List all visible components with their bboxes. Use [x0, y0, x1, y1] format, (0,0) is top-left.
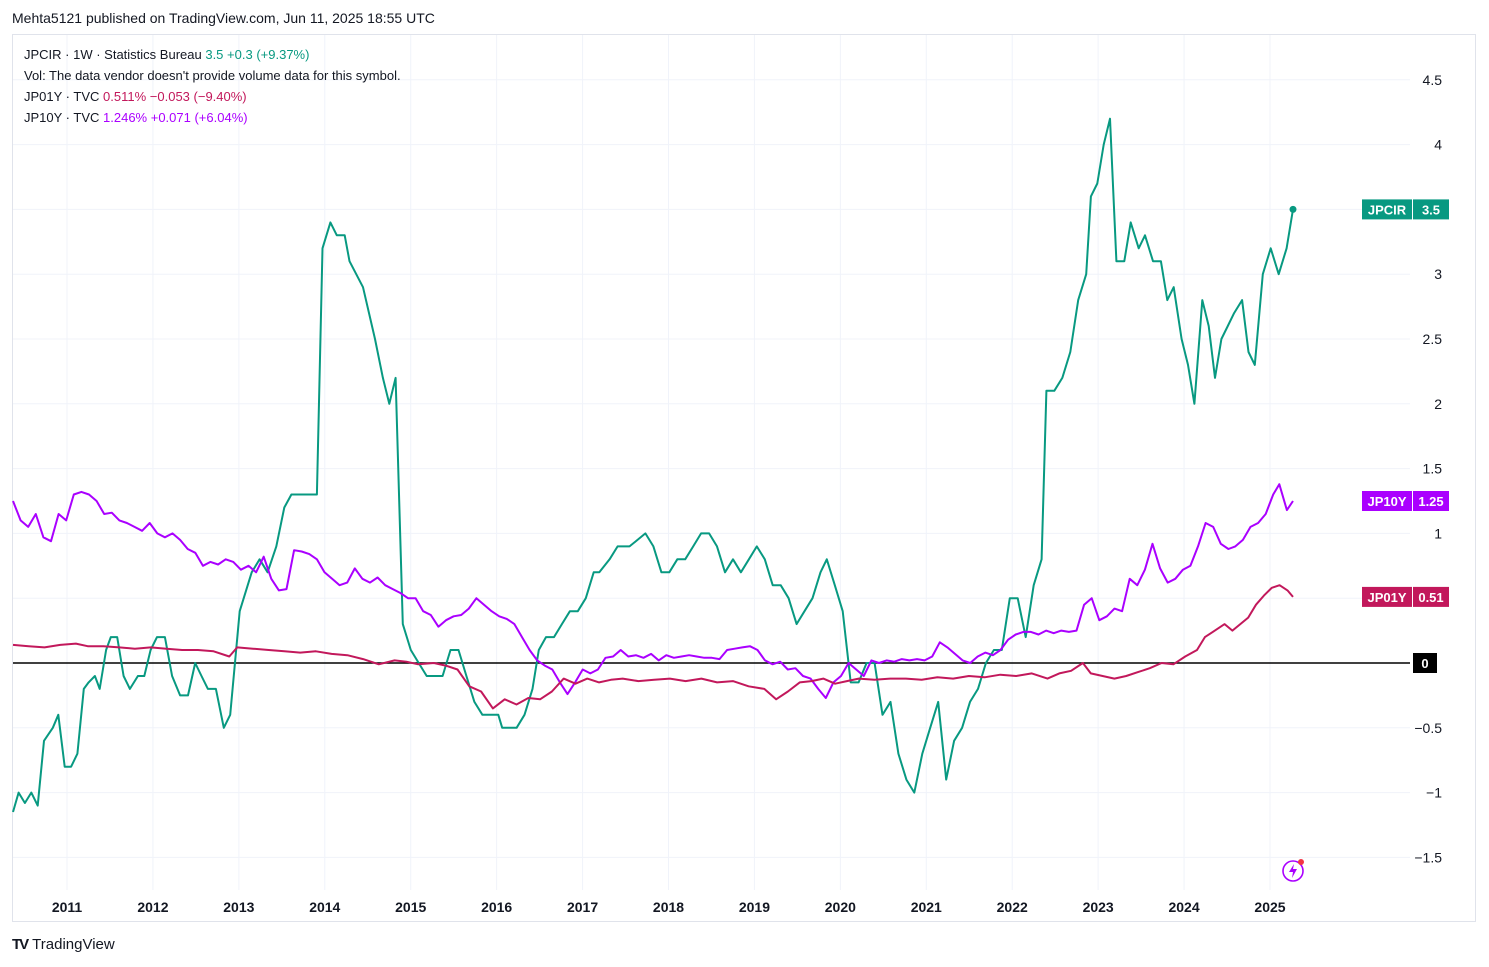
lightning-badge-icon[interactable] — [1281, 858, 1305, 882]
legend-volume-text: Vol: The data vendor doesn't provide vol… — [24, 68, 401, 83]
axis-label-jp10y: JP10Y — [1367, 494, 1406, 509]
y-tick-label: 2 — [1434, 396, 1442, 412]
axis-value-jp01y: 0.51 — [1418, 590, 1443, 605]
axis-value-bg-jp10y — [1413, 491, 1449, 511]
y-tick-label: 4 — [1434, 137, 1442, 153]
axis-label-bg-jpcir — [1362, 199, 1412, 220]
legend-jp01y-symbol: JP01Y · TVC — [24, 89, 100, 104]
x-tick-label: 2013 — [223, 899, 254, 915]
series-end-dot-jpcir — [1289, 205, 1297, 213]
series-line-jp01y[interactable] — [12, 584, 1294, 710]
tradingview-brand-text: TradingView — [32, 936, 115, 953]
series-line-jpcir[interactable] — [12, 117, 1294, 813]
tradingview-logo-icon: TV — [12, 936, 29, 953]
legend-jpcir-value: 3.5 — [205, 47, 224, 62]
x-tick-label: 2024 — [1168, 899, 1199, 915]
y-tick-label: −0.5 — [1414, 720, 1442, 736]
y-tick-label: −1.5 — [1414, 849, 1442, 865]
axis-value-bg-jpcir — [1413, 199, 1449, 220]
legend-jp10y-symbol: JP10Y · TVC — [24, 110, 100, 125]
axis-value-jp10y: 1.25 — [1418, 494, 1443, 509]
y-tick-label: 3 — [1434, 266, 1442, 282]
x-tick-label: 2011 — [52, 899, 83, 915]
x-tick-label: 2018 — [653, 899, 684, 915]
y-tick-label: −1 — [1426, 785, 1442, 801]
legend-row-jpcir[interactable]: JPCIR · 1W · Statistics Bureau 3.5 +0.3 … — [24, 44, 401, 65]
chart-frame[interactable] — [12, 34, 1476, 922]
zero-label: 0 — [1421, 656, 1428, 671]
legend-row-jp01y[interactable]: JP01Y · TVC 0.511% −0.053 (−9.40%) — [24, 86, 401, 107]
x-tick-label: 2016 — [481, 899, 512, 915]
y-tick-label: 1 — [1434, 525, 1442, 541]
published-line: Mehta5121 published on TradingView.com, … — [12, 10, 435, 26]
legend-jpcir-symbol: JPCIR · 1W · Statistics Bureau — [24, 47, 202, 62]
x-tick-label: 2014 — [309, 899, 340, 915]
axis-label-bg-jp01y — [1362, 586, 1412, 607]
axis-label-jp01y: JP01Y — [1367, 590, 1406, 605]
tradingview-logo[interactable]: TV TradingView — [12, 936, 115, 953]
x-tick-label: 2021 — [911, 899, 942, 915]
x-tick-label: 2025 — [1254, 899, 1285, 915]
legend-row-volume: Vol: The data vendor doesn't provide vol… — [24, 65, 401, 86]
legend-jp01y-change: −0.053 (−9.40%) — [149, 89, 247, 104]
axis-label-jpcir: JPCIR — [1368, 202, 1407, 217]
legend-jp10y-change: +0.071 (+6.04%) — [150, 110, 248, 125]
legend-jpcir-change: +0.3 (+9.37%) — [227, 47, 310, 62]
x-tick-label: 2012 — [137, 899, 168, 915]
x-tick-label: 2015 — [395, 899, 426, 915]
axis-value-bg-jp01y — [1413, 586, 1449, 607]
y-tick-label: 2.5 — [1423, 331, 1443, 347]
x-tick-label: 2017 — [567, 899, 598, 915]
series-line-jp10y[interactable] — [12, 483, 1294, 699]
legend-row-jp10y[interactable]: JP10Y · TVC 1.246% +0.071 (+6.04%) — [24, 107, 401, 128]
x-tick-label: 2023 — [1083, 899, 1114, 915]
x-tick-label: 2022 — [997, 899, 1028, 915]
zero-label-bg — [1413, 653, 1437, 673]
legend-jp10y-value: 1.246% — [103, 110, 148, 125]
chart-legend: JPCIR · 1W · Statistics Bureau 3.5 +0.3 … — [24, 44, 401, 128]
x-tick-label: 2019 — [739, 899, 770, 915]
y-tick-label: 1.5 — [1423, 461, 1443, 477]
axis-value-jpcir: 3.5 — [1422, 202, 1440, 217]
axis-label-bg-jp10y — [1362, 491, 1412, 511]
x-tick-label: 2020 — [825, 899, 856, 915]
y-tick-label: 4.5 — [1423, 72, 1443, 88]
legend-jp01y-value: 0.511% — [103, 89, 147, 104]
